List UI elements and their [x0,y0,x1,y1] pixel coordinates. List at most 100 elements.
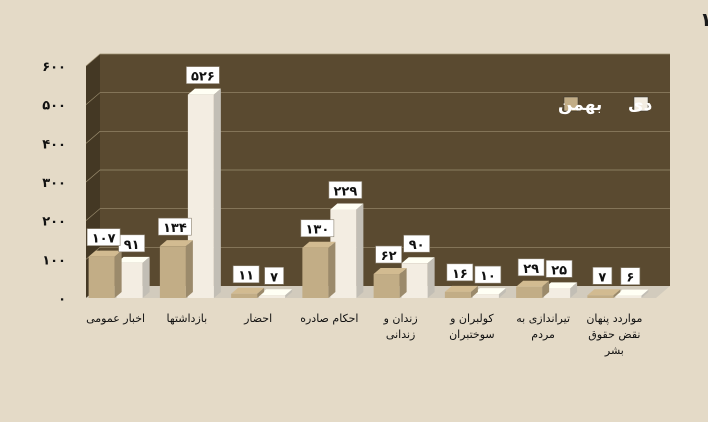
data-label-box [446,263,474,282]
data-label-box [232,265,260,284]
bar-bahman-0 [88,250,122,298]
bar-top [116,256,150,263]
bar-top [302,241,336,248]
y-tick-label: ۶۰۰ [42,60,66,75]
y-tick-label: ۱۰۰ [42,253,66,268]
x-tick-label: احضار [243,312,272,325]
data-label: ۲۹ [523,262,539,277]
x-tick-label: بازداشتها [167,312,208,325]
bar [544,288,571,298]
data-label: ۲۲۹ [333,184,357,199]
bar-top [516,280,550,287]
x-tick-label: بشر [604,344,624,357]
bar-top [544,282,578,289]
bar-side [570,282,578,298]
y-tick-label: ۲۰۰ [42,215,66,230]
x-tick-label: اخبار عمومی [86,312,145,325]
bar [472,294,499,298]
data-label: ۲۵ [551,263,567,278]
data-label-box [517,258,545,277]
bar [615,295,642,298]
x-tick-label: احکام صادره [300,312,358,325]
bar-bahman-7 [587,289,621,298]
data-label: ۷ [598,270,606,285]
data-label: ۱۶ [452,267,468,282]
bar-dey-6 [544,282,578,298]
data-label-box [264,266,284,285]
bar-side [399,268,407,298]
bar-bahman-2 [231,287,265,298]
bar-dey-5 [472,288,506,298]
bar-top [444,285,478,292]
bar-side [114,250,122,298]
data-label-box [620,267,641,285]
x-tick-label: زندان و [383,312,418,325]
y-tick-label: ۳۰۰ [42,176,66,191]
data-label-box [474,265,502,284]
data-label: ۱۳۰ [305,223,329,238]
x-tick-label: کولبران و [449,312,494,325]
bar-top [231,287,265,294]
bar-dey-2 [259,289,293,298]
legend-swatch [563,96,579,112]
data-label: ۶ [626,271,634,286]
bar-top [159,240,193,247]
bar-side [470,285,478,298]
x-tick-label: مواردد پنهان [586,312,642,325]
bar [231,293,258,298]
data-label: ۱۱ [238,269,254,284]
bar-bahman-3 [302,241,336,298]
bar-top [330,203,364,210]
x-tick-label: زندانی [386,328,415,341]
legend-label: بهمن [558,95,602,115]
data-label-box [186,66,220,84]
bar-side [427,257,435,298]
chart-title: نمودار آماری نقض حقوق اقوام و ملل ایرانی… [700,7,708,31]
bar [444,291,471,298]
bar-bahman-6 [516,280,550,298]
data-label: ۹۱ [124,238,140,253]
y-tick-label: ۵۰۰ [42,99,66,114]
bar-top [373,268,407,275]
data-label: ۷ [270,270,278,285]
data-label-box [328,181,363,199]
data-label: ۱۳۴ [163,221,187,236]
bar-bahman-1 [159,240,193,298]
bar [373,274,400,298]
bar-top [472,288,506,295]
bar-bahman-4 [373,268,407,298]
data-label-box [158,217,192,236]
legend-label: دی [628,95,653,115]
x-tick-label: نقض حقوق [588,328,640,341]
bar-side [613,289,621,298]
data-label-box [403,234,430,253]
data-label-box [86,228,121,246]
bar-side [498,288,506,298]
bar [159,246,186,298]
y-tick-label: ۴۰۰ [42,137,66,152]
bar-side [285,289,293,298]
bar-side [542,280,550,298]
bar-top [259,289,293,296]
bar [587,295,614,298]
bar-side [257,287,265,298]
gridline [85,208,670,221]
data-label: ۹۰ [409,238,425,253]
bar [259,295,286,298]
legend-swatch [633,96,649,112]
bar-top [88,250,122,257]
data-label-box [300,219,335,238]
y-tick-label: ۰ [58,292,66,307]
gridline [85,130,670,144]
bar-top [587,289,621,296]
data-label: ۵۲۶ [191,70,215,85]
gridline [85,169,670,183]
bar-side [328,241,336,298]
bar [302,247,329,298]
gridline [85,92,670,105]
data-label: ۱۰ [480,269,496,284]
bar-side [641,289,649,298]
bar-side [142,256,150,298]
bar-bahman-5 [444,285,478,298]
